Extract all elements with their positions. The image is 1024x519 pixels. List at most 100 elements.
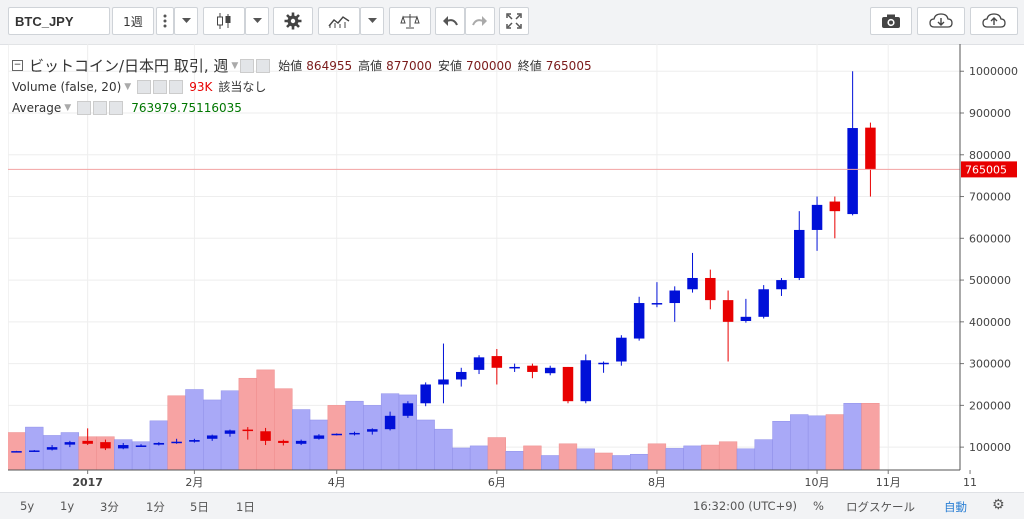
candle-body xyxy=(29,450,40,452)
range-3min-button[interactable]: 3分 xyxy=(100,500,119,514)
percent-scale-button[interactable]: % xyxy=(813,499,824,513)
average-settings-icon[interactable] xyxy=(93,101,108,115)
candle-body xyxy=(206,435,218,439)
x-tick-label: 6月 xyxy=(488,476,506,489)
undo-icon[interactable] xyxy=(435,7,465,35)
interval-button[interactable]: 1週 xyxy=(112,7,154,35)
x-tick-label: 10月 xyxy=(805,476,830,489)
last-price-label: 765005 xyxy=(965,163,1007,176)
average-title: Average xyxy=(12,101,62,115)
style-dropdown-icon[interactable] xyxy=(245,7,269,35)
collapse-icon[interactable]: − xyxy=(12,60,23,71)
volume-close-icon[interactable] xyxy=(169,79,184,94)
redo-icon[interactable] xyxy=(465,7,495,35)
eye-icon[interactable] xyxy=(240,58,255,73)
open-value: 864955 xyxy=(306,58,353,73)
volume-bar xyxy=(274,388,293,471)
average-close-icon[interactable] xyxy=(109,101,124,115)
volume-bar xyxy=(612,455,631,471)
x-tick-label: 2月 xyxy=(185,476,203,489)
volume-dropdown-icon[interactable]: ▼ xyxy=(124,81,132,92)
volume-bar xyxy=(363,405,382,471)
candle-body xyxy=(278,440,289,443)
chart-area[interactable]: 765005 100000 200000 300000 400000 500000 600… xyxy=(7,43,1024,492)
candle-body xyxy=(776,280,787,290)
volume-bar xyxy=(185,389,204,471)
volume-bar xyxy=(772,420,791,471)
candle-body xyxy=(64,442,76,445)
candle-body xyxy=(829,201,841,212)
time-axis: 2017 2月 4月 6月 8月 10月 11月 11 xyxy=(8,469,977,489)
candle-body xyxy=(438,379,449,385)
candle-body xyxy=(740,316,752,322)
symbol-search-input[interactable]: BTC_JPY xyxy=(8,7,110,35)
fullscreen-icon[interactable] xyxy=(499,7,529,35)
volume-bar xyxy=(647,443,667,471)
candle-body xyxy=(633,303,645,339)
last-price-tag xyxy=(961,161,1017,178)
volume-bar xyxy=(825,414,844,471)
cloud-upload-icon[interactable] xyxy=(970,7,1018,35)
range-1y-button[interactable]: 1y xyxy=(60,499,75,513)
average-eye-icon[interactable] xyxy=(77,101,92,115)
candle-body xyxy=(669,290,680,304)
candle-body xyxy=(189,440,200,442)
interval-dropdown-icon[interactable] xyxy=(174,7,198,35)
settings-gear-icon[interactable] xyxy=(273,7,313,35)
candle-body xyxy=(242,429,254,432)
candle-body xyxy=(758,289,769,317)
volume-bar xyxy=(327,405,346,471)
indicators-dropdown-icon[interactable] xyxy=(360,7,384,35)
range-5day-button[interactable]: 5日 xyxy=(190,500,209,514)
log-scale-button[interactable]: ログスケール xyxy=(846,500,915,514)
candle-body xyxy=(171,441,182,444)
candle-body xyxy=(687,277,698,290)
clock-time: 16:32:00 (UTC+9) xyxy=(693,499,798,513)
indicators-icon[interactable] xyxy=(318,7,360,35)
x-tick-label: 4月 xyxy=(328,476,346,489)
range-1min-button[interactable]: 1分 xyxy=(146,500,165,514)
candle-body xyxy=(598,362,609,365)
auto-scale-button[interactable]: 自動 xyxy=(944,500,967,514)
volume-bar xyxy=(167,395,186,471)
low-label: 安値 xyxy=(437,59,462,73)
y-tick-label: 1000000 xyxy=(969,65,1018,78)
volume-bar xyxy=(60,432,80,471)
candle-body xyxy=(313,435,325,439)
compare-scale-icon[interactable] xyxy=(389,7,431,35)
candle-body xyxy=(544,367,556,374)
series-dropdown-icon[interactable]: ▼ xyxy=(231,60,239,71)
volume-bar xyxy=(42,435,62,471)
average-legend: Average ▼ 763979.75116035 xyxy=(12,101,242,115)
chart-settings-gear-icon[interactable]: ⚙ xyxy=(992,497,1005,513)
range-1day-button[interactable]: 1日 xyxy=(236,500,255,514)
volume-bar xyxy=(469,445,489,471)
volume-bar xyxy=(861,403,880,471)
volume-settings-icon[interactable] xyxy=(153,79,168,94)
volume-bar xyxy=(576,448,595,471)
camera-icon[interactable] xyxy=(870,7,912,35)
price-axis: 100000 200000 300000 400000 500000 600000 7000… xyxy=(959,44,1018,470)
more-vertical-icon[interactable] xyxy=(156,7,174,35)
candle-body xyxy=(705,277,716,301)
price-chart[interactable]: 765005 100000 200000 300000 400000 500000 600… xyxy=(7,43,1024,492)
candle-body xyxy=(82,440,93,444)
range-5y-button[interactable]: 5y xyxy=(20,499,35,513)
y-tick-label: 100000 xyxy=(969,441,1011,454)
candle-body xyxy=(46,447,58,450)
volume-bars xyxy=(7,369,880,471)
volume-bar xyxy=(754,439,773,471)
cloud-download-icon[interactable] xyxy=(917,7,965,35)
volume-eye-icon[interactable] xyxy=(137,79,152,94)
candle-body xyxy=(11,451,22,453)
candlestick-style-icon[interactable] xyxy=(203,7,245,35)
open-label: 始値 xyxy=(278,59,303,73)
candle-body xyxy=(402,403,414,416)
candle-body xyxy=(491,356,503,368)
volume-bar xyxy=(594,452,613,471)
candle-body xyxy=(456,371,467,380)
y-tick-label: 800000 xyxy=(969,149,1011,162)
series-settings-icon[interactable] xyxy=(256,58,271,73)
candle-body xyxy=(331,433,342,436)
average-dropdown-icon[interactable]: ▼ xyxy=(64,103,72,113)
